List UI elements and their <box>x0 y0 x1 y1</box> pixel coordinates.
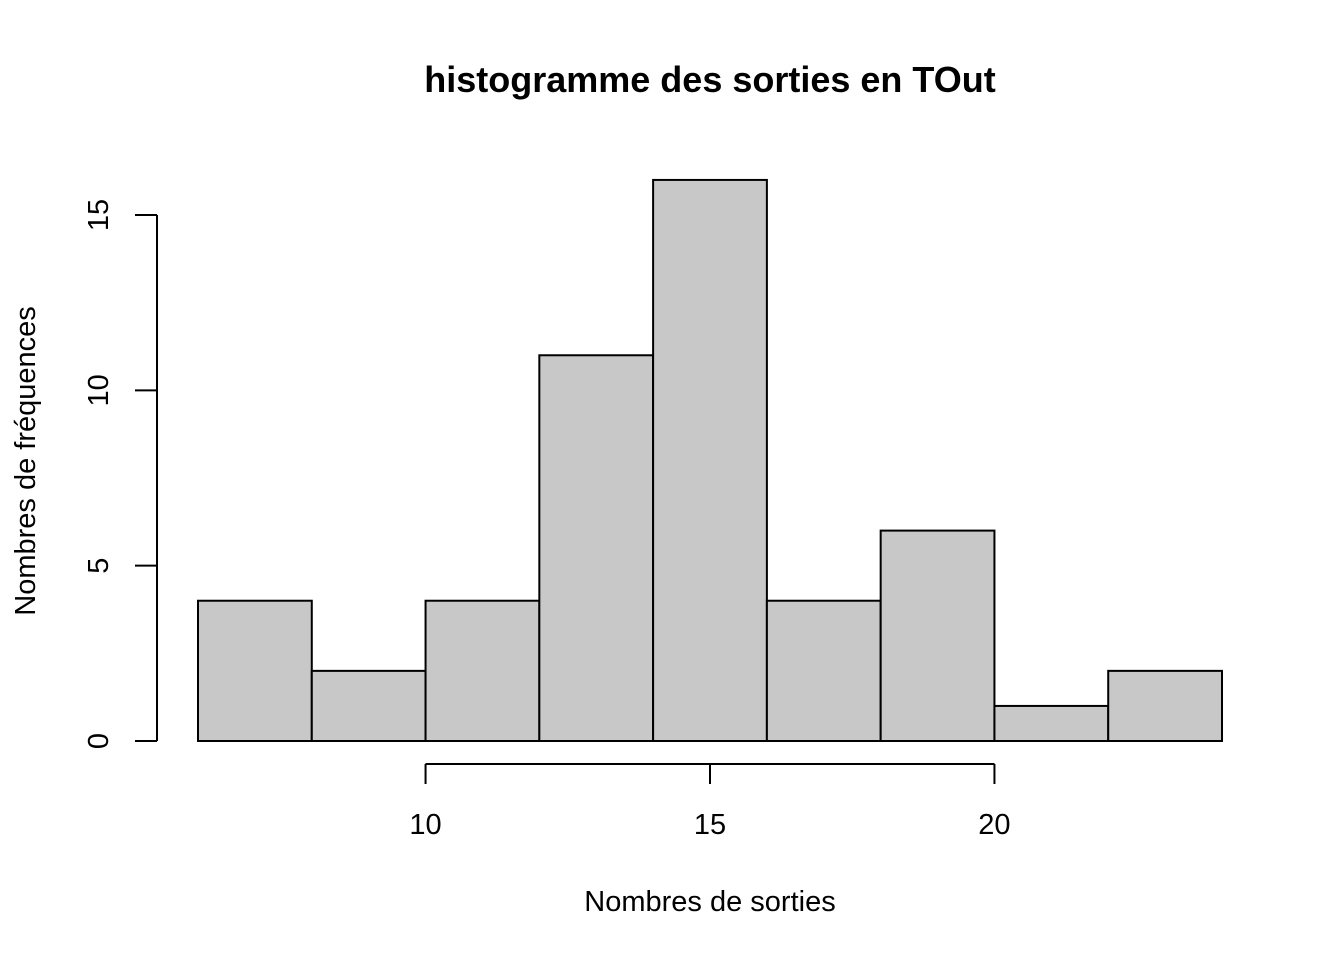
x-axis-label: Nombres de sorties <box>584 886 835 918</box>
histogram-bar <box>1107 669 1223 742</box>
histogram-bar <box>310 669 427 742</box>
y-axis-label: Nombres de fréquences <box>10 306 42 616</box>
y-axis: 0 5 10 15 <box>83 199 158 749</box>
histogram-bar <box>879 529 996 742</box>
y-axis-ticks: 0 5 10 15 <box>83 199 157 749</box>
histogram-bars <box>197 178 1223 743</box>
histogram-bar <box>197 599 313 742</box>
x-tick-label: 15 <box>694 809 726 841</box>
y-tick-label: 15 <box>83 199 115 231</box>
histogram-bar <box>424 599 541 742</box>
x-axis: 10 15 20 <box>409 763 1011 841</box>
x-axis-ticks: 10 15 20 <box>409 764 1011 841</box>
histogram-bar <box>993 704 1110 743</box>
y-tick-label: 0 <box>83 733 115 749</box>
x-tick-label: 10 <box>409 809 441 841</box>
histogram-bar <box>765 599 882 742</box>
histogram-bar <box>538 354 655 742</box>
chart-title: histogramme des sorties en TOut <box>424 59 995 100</box>
histogram-bar <box>652 178 768 742</box>
y-tick-label: 10 <box>83 374 115 406</box>
y-tick-label: 5 <box>83 558 115 574</box>
x-tick-label: 20 <box>978 809 1010 841</box>
